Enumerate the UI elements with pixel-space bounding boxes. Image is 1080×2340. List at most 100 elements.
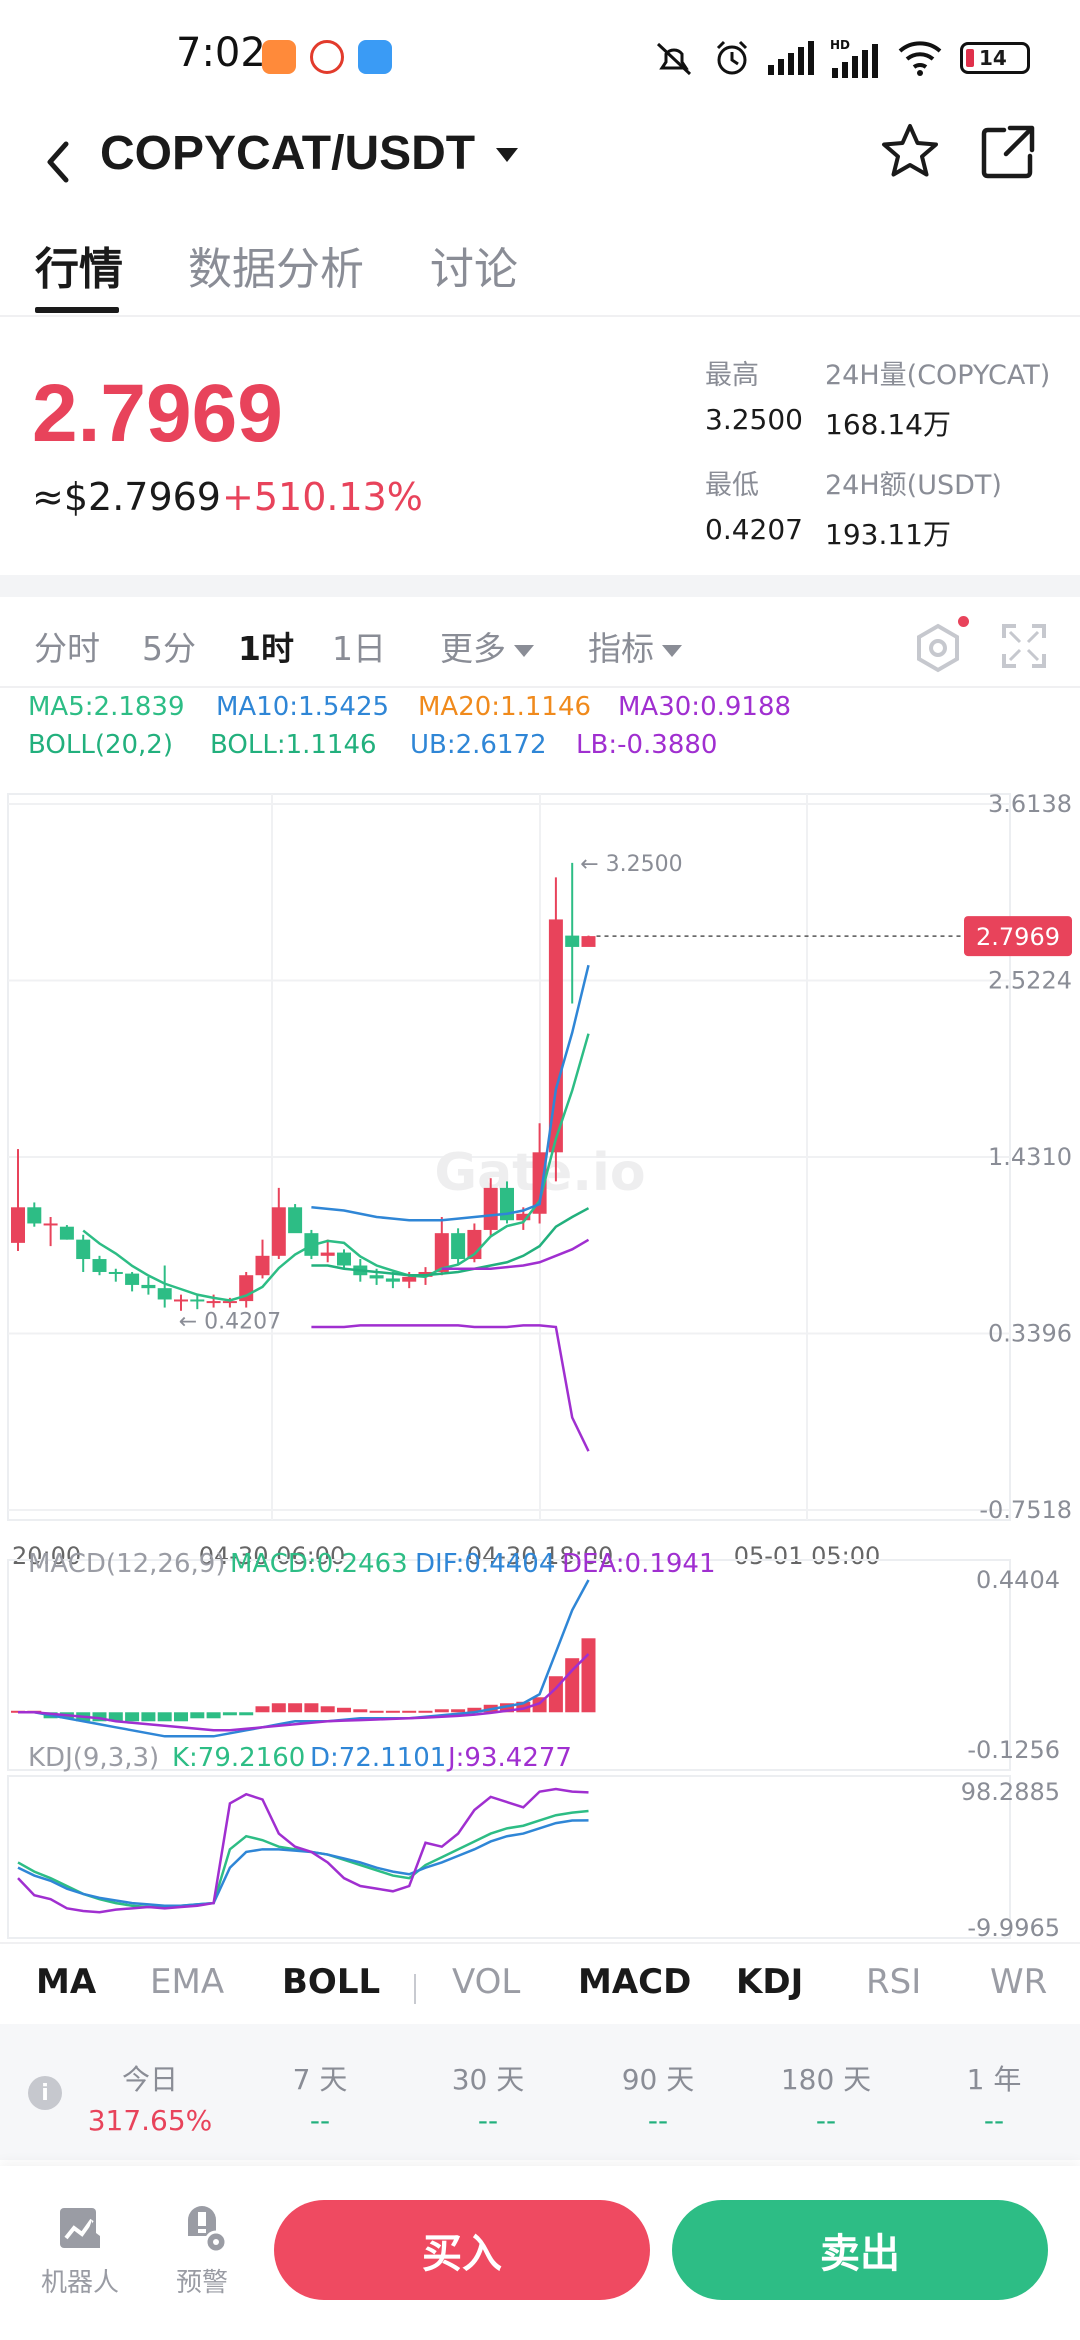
tab-data-analysis[interactable]: 数据分析 [188, 244, 364, 295]
high-label: 最高 [705, 360, 759, 391]
candle-body [174, 1299, 188, 1302]
svg-text:HD: HD [830, 38, 850, 52]
candle-body [402, 1276, 417, 1282]
ind-tab-ma[interactable]: MA [36, 1962, 97, 2002]
boll-params: BOLL(20,2) [28, 730, 173, 760]
robot-label: 机器人 [40, 2268, 119, 2298]
notification-dot [958, 616, 969, 627]
boll-lower-line [311, 1324, 590, 1452]
usd-price: ≈$2.7969 [32, 475, 221, 519]
perf-value-7d: -- [309, 2104, 331, 2137]
perf-label-7d: 7 天 [292, 2063, 348, 2096]
macd-panel-frame [7, 1559, 1011, 1771]
weibo-app-icon [310, 40, 344, 74]
macd-bar [369, 1710, 384, 1713]
indicators-dropdown[interactable]: 指标 [588, 622, 682, 670]
candle-body [27, 1207, 42, 1224]
alert-label: 预警 [175, 2268, 228, 2298]
kdj-axis-label: 98.2885 [961, 1778, 1060, 1806]
price-axis-label: -0.7518 [979, 1496, 1072, 1524]
ind-tab-rsi[interactable]: RSI [866, 1962, 922, 2002]
share-external-icon[interactable] [978, 122, 1038, 182]
candle-body [434, 1233, 449, 1272]
candle-body [548, 919, 563, 1153]
price-axis-label: 2.5224 [988, 967, 1072, 995]
video-app-icon [262, 40, 296, 74]
ma-legend: MA5:2.1839 MA10:1.5425 MA20:1.1146 MA30:… [28, 692, 1068, 726]
active-tab-indicator [35, 307, 119, 313]
mail-app-icon [358, 40, 392, 74]
last-price-tag-bg [964, 916, 1072, 957]
amount-value: 193.11万 [825, 518, 951, 551]
ind-tab-wr[interactable]: WR [990, 1962, 1048, 2002]
kline-chart[interactable]: 3.61382.52241.43100.3396-0.7518Gate.io2.… [0, 790, 1080, 1942]
interval-1d[interactable]: 1日 [332, 629, 386, 668]
ind-tab-vol[interactable]: VOL [452, 1962, 521, 2002]
macd-axis-label: 0.4404 [976, 1566, 1060, 1594]
caret-down-icon[interactable] [492, 140, 522, 170]
macd-bar [141, 1712, 156, 1722]
favorite-star-icon[interactable] [878, 120, 942, 184]
tab-discussion[interactable]: 讨论 [430, 244, 518, 295]
macd-bar [174, 1712, 188, 1722]
price-axis-label: 1.4310 [988, 1143, 1072, 1171]
fullscreen-icon[interactable] [1000, 622, 1048, 670]
back-arrow-icon[interactable] [30, 132, 90, 192]
interval-5m[interactable]: 5分 [142, 629, 196, 668]
candle-body [385, 1278, 400, 1282]
mute-icon [656, 42, 692, 76]
interval-timeline[interactable]: 分时 [34, 629, 100, 668]
robot-button[interactable]: 机器人 [30, 2200, 130, 2299]
macd-bar [418, 1710, 433, 1713]
price-axis-label: 3.6138 [988, 790, 1072, 818]
status-indicators: HD 14 [652, 38, 1030, 78]
more-label: 更多 [440, 629, 506, 668]
kdj-axis-label: -9.9965 [967, 1914, 1060, 1942]
candle-body [206, 1301, 221, 1304]
perf-value-180d: -- [815, 2104, 837, 2137]
boll-value: BOLL:1.1146 [210, 730, 377, 760]
ind-tab-kdj[interactable]: KDJ [736, 1962, 804, 2002]
ma20-value: MA20:1.1146 [418, 692, 592, 722]
macd-bar [516, 1701, 531, 1713]
buy-button[interactable]: 买入 [274, 2200, 650, 2300]
status-bar: 7:02 HD 14 [0, 0, 1080, 110]
candle-body [125, 1273, 140, 1285]
candle-body [565, 935, 580, 947]
boll-legend: BOLL(20,2) BOLL:1.1146 UB:2.6172 LB:-0.3… [28, 730, 1068, 764]
ma30-line [441, 1238, 590, 1270]
alert-button[interactable]: 预警 [152, 2200, 252, 2299]
macd-bar [239, 1712, 254, 1716]
bottom-action-bar: 机器人 预警 买入 卖出 [0, 2166, 1080, 2340]
robot-icon [60, 2208, 100, 2248]
perf-label-180d: 180 天 [780, 2063, 872, 2096]
ind-tab-macd[interactable]: MACD [578, 1962, 692, 2002]
time-axis-label: 04-30 18:00 [467, 1542, 614, 1570]
macd-bar [337, 1707, 351, 1713]
volume-value: 168.14万 [825, 408, 951, 441]
price-axis-label: 0.3396 [988, 1320, 1072, 1348]
pair-title[interactable]: COPYCAT/USDT [100, 127, 476, 180]
candle-body [483, 1187, 498, 1230]
ind-tab-boll[interactable]: BOLL [282, 1962, 381, 2002]
kdj-legend-item: D:72.1101 [310, 1743, 446, 1773]
ind-tab-ema[interactable]: EMA [150, 1962, 225, 2002]
perf-value-1y: -- [983, 2104, 1005, 2137]
candle-body [222, 1301, 237, 1304]
macd-axis-label: -0.1256 [967, 1736, 1060, 1764]
interval-more-dropdown[interactable]: 更多 [440, 622, 534, 670]
chart-settings-icon[interactable] [910, 620, 966, 676]
sell-button[interactable]: 卖出 [672, 2200, 1048, 2300]
interval-1h[interactable]: 1时 [238, 629, 294, 668]
j-line [17, 1787, 589, 1914]
time-axis-label: 04-30 06:00 [199, 1542, 346, 1570]
perf-label-90d: 90 天 [621, 2063, 695, 2096]
section-divider [0, 575, 1080, 597]
kdj-legend-item: KDJ(9,3,3) [28, 1743, 159, 1773]
high-marker: ← 3.2500 [580, 852, 682, 877]
candle-body [581, 936, 596, 947]
info-icon[interactable]: i [28, 2076, 62, 2110]
macd-bar [108, 1712, 123, 1722]
candle-body [108, 1271, 123, 1274]
tab-market[interactable]: 行情 [35, 244, 123, 295]
